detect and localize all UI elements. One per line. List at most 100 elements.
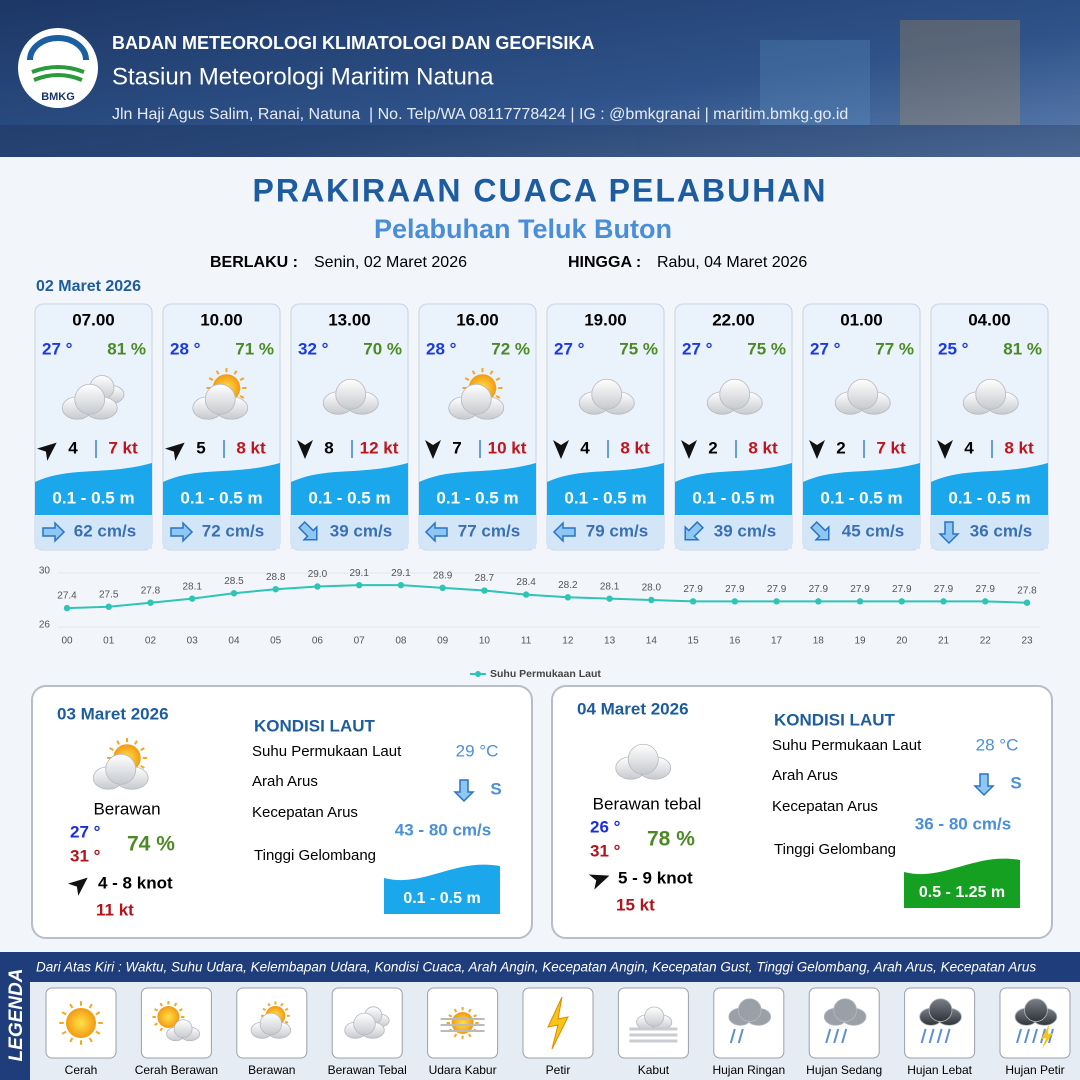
time: 19.00: [584, 310, 627, 329]
temp-min: 27 °: [70, 822, 101, 841]
cloud-icon: [250, 1012, 292, 1039]
rain: [825, 1028, 832, 1044]
legend-item-label: Berawan Tebal: [328, 1063, 407, 1077]
humidity: 77 %: [875, 339, 914, 358]
current-arrow: [973, 773, 995, 797]
current-arrow: [453, 779, 475, 803]
x-tick-label: 23: [1021, 636, 1033, 647]
sun-icon: [446, 1007, 479, 1039]
humidity: 78 %: [647, 828, 695, 851]
gust: 10 kt: [488, 438, 527, 457]
wave-height: 0.1 - 0.5 m: [564, 488, 646, 507]
value-label: 27.8: [141, 585, 161, 596]
cloud-part: [353, 1012, 376, 1036]
sun-ray: [233, 370, 238, 375]
sun-ray: [159, 1002, 163, 1007]
value-label: 27.4: [57, 591, 77, 602]
y-tick-label: 26: [39, 620, 51, 631]
sun-ray: [284, 1020, 289, 1024]
sun-ray: [448, 1014, 453, 1018]
value-label: 27.9: [767, 584, 787, 595]
wave-band: [291, 463, 408, 515]
sun-ray: [284, 1007, 289, 1011]
wind-arrow: [588, 874, 610, 890]
x-tick-label: 17: [771, 636, 783, 647]
wind-arrow: [164, 442, 185, 461]
x-tick-label: 13: [604, 636, 616, 647]
temp-min: 26 °: [590, 817, 621, 836]
gust: 8 kt: [620, 438, 650, 457]
value-label: 28.2: [558, 580, 578, 591]
value-label: 27.9: [683, 584, 703, 595]
wave-height: 0.1 - 0.5 m: [52, 488, 134, 507]
time: 04.00: [968, 310, 1011, 329]
sst-point: [606, 595, 613, 602]
gust: 8 kt: [748, 438, 778, 457]
rain: [920, 1028, 927, 1044]
wave-label: Tinggi Gelombang: [254, 847, 376, 864]
value-label: 27.9: [892, 584, 912, 595]
wind-speed: 4: [964, 438, 974, 457]
x-tick-label: 18: [813, 636, 825, 647]
sun-ray: [468, 1008, 472, 1013]
sst-point: [773, 598, 780, 605]
rain: [944, 1028, 951, 1044]
legend-strip: [0, 952, 30, 1080]
sun-ray: [208, 377, 214, 381]
sun-ray: [471, 370, 476, 375]
rain: [729, 1028, 736, 1044]
sun-disc: [66, 1008, 96, 1038]
wave-height: 0.1 - 0.5 m: [436, 488, 518, 507]
x-tick-label: 06: [312, 636, 324, 647]
rain: [841, 1028, 848, 1044]
value-label: 27.5: [99, 589, 119, 600]
sun-ray: [239, 395, 245, 399]
sst-point: [481, 587, 488, 594]
cloud-part: [833, 998, 857, 1022]
y-tick-label: 30: [39, 566, 51, 577]
cloud-icon: [615, 743, 672, 780]
agency: BADAN METEOROLOGI KLIMATOLOGI DAN GEOFIS…: [112, 33, 594, 53]
cloud-icon: [636, 1006, 673, 1030]
sea-title: KONDISI LAUT: [254, 716, 376, 735]
sst-line: [66, 584, 1028, 610]
sun-ray: [109, 747, 114, 751]
sst-point: [272, 586, 279, 593]
x-tick-label: 19: [854, 636, 866, 647]
humidity: 81 %: [1003, 339, 1042, 358]
wave-height: 0.1 - 0.5 m: [180, 488, 262, 507]
outlook-panel: [31, 685, 533, 939]
contact: Jln Haji Agus Salim, Ranai, Natuna | No.…: [112, 106, 848, 123]
current-speed: 79 cm/s: [586, 521, 648, 540]
sst-point: [564, 594, 572, 601]
cloud-icon: [962, 378, 1019, 415]
wave-band: [675, 463, 792, 515]
cloud-part: [627, 743, 659, 775]
time: 13.00: [328, 310, 371, 329]
temp-max: 31 °: [70, 846, 101, 865]
wind-speed: 8: [324, 438, 333, 457]
value-label: 28.0: [642, 583, 662, 594]
humidity: 75 %: [747, 339, 786, 358]
wind-speed: 4: [68, 438, 78, 457]
sun-ray: [116, 740, 120, 745]
legend-item-label: Petir: [546, 1063, 571, 1077]
wind-arrow: [67, 877, 88, 896]
sst-point: [147, 599, 154, 606]
x-tick-label: 16: [729, 636, 741, 647]
sun-ray: [215, 370, 220, 375]
gust: 12 kt: [360, 438, 399, 457]
cloud-icon: [578, 378, 635, 415]
value-label: 29.0: [308, 569, 328, 580]
legend-item-label: Kabut: [638, 1063, 670, 1077]
sst: 29 °C: [456, 741, 499, 760]
current-dir: S: [490, 779, 501, 798]
sst-point: [230, 590, 238, 597]
wave-band: [419, 463, 536, 515]
sst-point: [648, 596, 655, 604]
wave-height: 0.1 - 0.5 m: [692, 488, 774, 507]
temperature: 27 °: [42, 339, 73, 358]
cloud-icon: [322, 378, 379, 415]
cloud-part: [591, 378, 623, 410]
wave-height: 0.1 - 0.5 m: [820, 488, 902, 507]
